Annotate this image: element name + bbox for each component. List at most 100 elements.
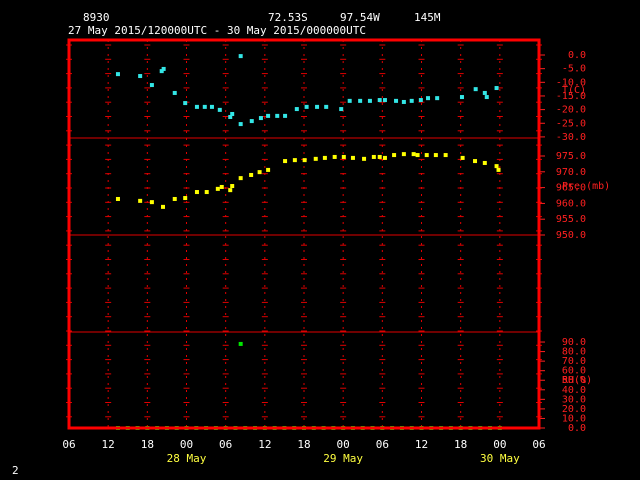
data-point bbox=[424, 153, 429, 158]
data-point bbox=[183, 196, 188, 201]
data-point bbox=[283, 159, 288, 164]
data-point bbox=[347, 98, 352, 103]
data-point bbox=[401, 152, 406, 157]
data-point bbox=[238, 54, 243, 59]
data-point bbox=[159, 69, 164, 74]
data-point bbox=[194, 104, 199, 109]
date-label: 30 May bbox=[480, 452, 520, 465]
x-tick-label: 06 bbox=[532, 438, 545, 451]
axis-label: T(C) bbox=[562, 85, 586, 96]
data-point bbox=[215, 186, 220, 191]
data-point bbox=[484, 95, 489, 100]
x-tick-label: 06 bbox=[62, 438, 75, 451]
data-point bbox=[409, 98, 414, 103]
data-point bbox=[473, 87, 478, 92]
data-point bbox=[294, 107, 299, 112]
x-tick-label: 00 bbox=[493, 438, 506, 451]
y-tick-label: -15.0 bbox=[556, 91, 586, 102]
data-point bbox=[332, 154, 337, 159]
data-point bbox=[161, 204, 165, 209]
data-point bbox=[494, 86, 499, 91]
latitude: 72.53S bbox=[268, 11, 308, 24]
data-point bbox=[172, 196, 177, 201]
data-point bbox=[238, 176, 243, 181]
station: 8930 bbox=[83, 11, 110, 24]
data-point bbox=[377, 154, 382, 159]
y-tick-label: 965.0 bbox=[556, 183, 586, 194]
data-point bbox=[418, 98, 423, 103]
data-point bbox=[482, 160, 487, 165]
data-point bbox=[249, 119, 254, 124]
data-point bbox=[230, 111, 235, 116]
data-point bbox=[392, 153, 397, 158]
data-point bbox=[394, 98, 399, 103]
data-point bbox=[292, 158, 297, 163]
data-point bbox=[138, 74, 143, 79]
data-point bbox=[249, 172, 254, 177]
data-point bbox=[496, 167, 501, 172]
y-tick-label: 50.0 bbox=[562, 375, 586, 386]
data-point bbox=[194, 190, 199, 195]
y-tick-label: -25.0 bbox=[556, 118, 586, 129]
x-tick-label: 18 bbox=[141, 438, 154, 451]
data-point bbox=[183, 101, 188, 106]
elevation: 145M bbox=[414, 11, 441, 24]
y-tick-label: 60.0 bbox=[562, 366, 586, 377]
data-point bbox=[382, 98, 387, 103]
x-tick-label: 12 bbox=[415, 438, 428, 451]
data-point bbox=[494, 164, 499, 169]
data-point bbox=[459, 95, 464, 100]
data-point bbox=[228, 188, 233, 193]
data-point bbox=[377, 98, 382, 103]
data-point bbox=[209, 104, 214, 109]
y-tick-label: 960.0 bbox=[556, 198, 586, 209]
data-point bbox=[283, 113, 288, 118]
data-point bbox=[266, 113, 271, 118]
data-point bbox=[443, 153, 448, 158]
data-point bbox=[371, 154, 376, 159]
data-point bbox=[362, 156, 367, 161]
axis-label: Pre (mb) bbox=[562, 181, 610, 192]
page-number: 2 bbox=[12, 464, 19, 477]
data-point bbox=[138, 198, 143, 203]
data-point bbox=[258, 116, 263, 121]
data-point bbox=[238, 341, 243, 346]
y-tick-label: -20.0 bbox=[556, 105, 586, 116]
data-point bbox=[322, 155, 327, 160]
data-point bbox=[161, 66, 166, 71]
data-point bbox=[230, 184, 235, 189]
x-tick-label: 00 bbox=[180, 438, 193, 451]
data-point bbox=[149, 200, 154, 205]
data-point bbox=[426, 96, 431, 101]
data-point bbox=[411, 152, 416, 157]
x-tick-label: 00 bbox=[337, 438, 350, 451]
axis-label: RH(%) bbox=[562, 375, 592, 386]
y-tick-label: -30.0 bbox=[556, 132, 586, 143]
period: 27 May 2015/120000UTC - 30 May 2015/0000… bbox=[68, 24, 366, 37]
y-tick-label: 90.0 bbox=[562, 337, 586, 348]
data-point bbox=[219, 184, 224, 189]
data-point bbox=[358, 98, 363, 103]
date-label: 29 May bbox=[323, 452, 363, 465]
y-tick-label: 20.0 bbox=[562, 404, 586, 415]
data-point bbox=[217, 107, 222, 112]
data-point bbox=[149, 83, 154, 88]
x-tick-label: 12 bbox=[102, 438, 115, 451]
date-label: 28 May bbox=[167, 452, 207, 465]
data-point bbox=[238, 122, 243, 127]
data-point bbox=[401, 99, 406, 104]
data-point bbox=[313, 156, 318, 161]
data-point bbox=[304, 104, 309, 109]
data-point bbox=[460, 155, 465, 160]
data-point bbox=[341, 154, 346, 159]
x-tick-label: 18 bbox=[297, 438, 310, 451]
x-tick-label: 06 bbox=[376, 438, 389, 451]
plot-frame bbox=[67, 38, 541, 430]
y-tick-label: 0.0 bbox=[568, 50, 586, 61]
data-point bbox=[435, 96, 440, 101]
data-point bbox=[339, 107, 344, 112]
y-tick-label: -5.0 bbox=[562, 64, 586, 75]
x-tick-label: 18 bbox=[454, 438, 467, 451]
data-point bbox=[382, 155, 387, 160]
